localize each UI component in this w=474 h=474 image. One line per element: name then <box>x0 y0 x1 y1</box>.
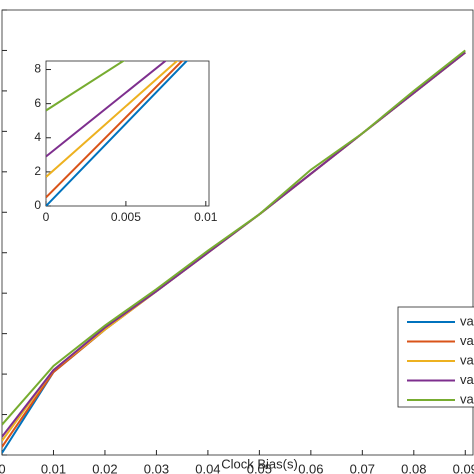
line <box>46 61 167 158</box>
y-tick-label: 8 <box>34 62 41 76</box>
x-tick-label: 0.09 <box>453 461 474 474</box>
x-tick-label: 0.03 <box>144 461 169 474</box>
x-tick-label: 0.005 <box>111 210 141 224</box>
legend-label: va <box>460 313 474 328</box>
legend-label: va <box>460 372 474 387</box>
line <box>46 61 179 178</box>
inset: 0 0.005 0.01 0 2 4 6 8 <box>34 60 218 224</box>
legend-label: va <box>460 391 474 406</box>
y-tick-label: 4 <box>34 130 41 144</box>
legend-box <box>397 306 474 408</box>
x-tick-label: 0.01 <box>194 210 218 224</box>
x-tick-label: 0.06 <box>298 461 323 474</box>
x-tick-label: 0.05 <box>247 461 272 474</box>
x-tick-label: 0.01 <box>41 461 66 474</box>
line <box>2 49 466 426</box>
plot-area <box>45 60 210 207</box>
line <box>46 61 184 199</box>
legend-label: va <box>460 333 474 348</box>
x-tick-label: 0.07 <box>350 461 375 474</box>
x-axis-label: Clock Bias(s) <box>221 456 298 471</box>
x-tick-label: 0 <box>43 210 50 224</box>
x-tick-label: 0.04 <box>195 461 220 474</box>
x-tick-label: 0.02 <box>92 461 117 474</box>
y-tick-label: 2 <box>34 164 41 178</box>
x-tick-label: 0 <box>0 461 6 474</box>
legend-label: va <box>460 352 474 367</box>
x-tick-label: 0.08 <box>401 461 426 474</box>
line <box>46 61 126 112</box>
y-tick-label: 0 <box>34 198 41 212</box>
line <box>46 61 189 206</box>
series-group <box>46 61 189 206</box>
series-group <box>2 49 466 454</box>
y-tick-label: 6 <box>34 96 41 110</box>
legend: va va va va va <box>397 306 474 408</box>
